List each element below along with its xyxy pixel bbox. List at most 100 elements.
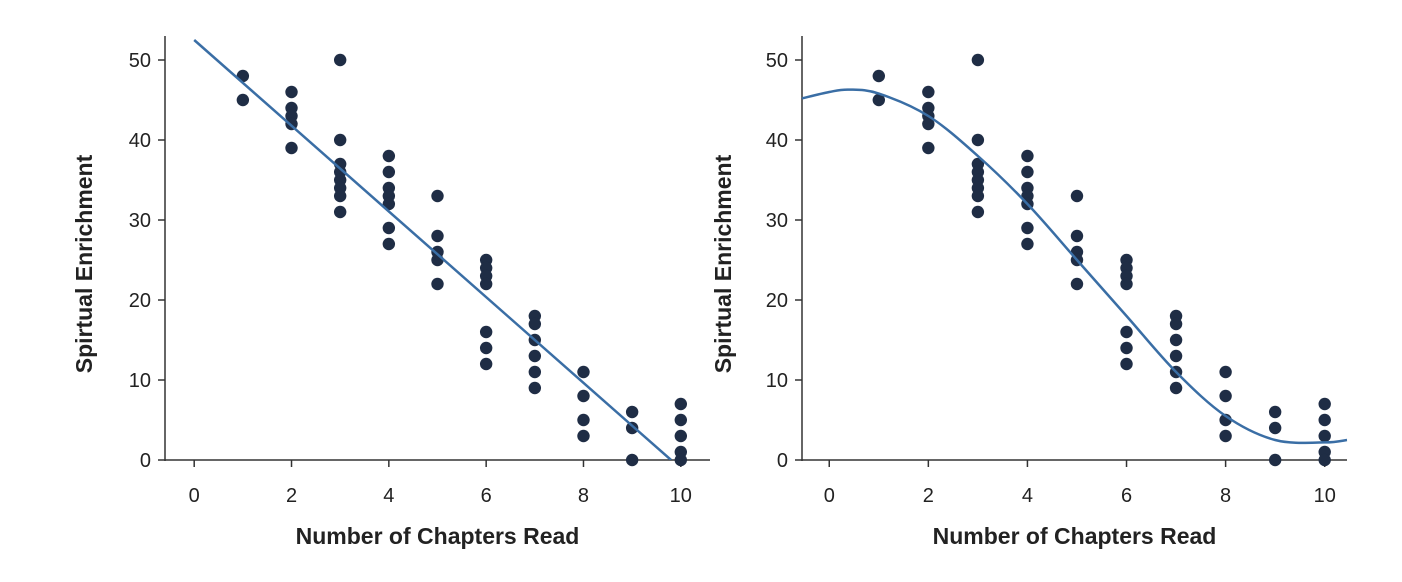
right-data-point bbox=[971, 189, 985, 203]
chart-left-linear-fit: 0 10 20 30 40 50 0 2 4 6 8 10 Number of Chapters Rea… bbox=[71, 36, 710, 549]
right-data-point bbox=[971, 53, 985, 67]
left-data-point bbox=[674, 413, 688, 427]
right-data-point bbox=[1169, 317, 1183, 331]
left-data-point bbox=[285, 141, 298, 155]
right-data-point bbox=[971, 133, 985, 147]
right-y-tick-label: 50 bbox=[766, 50, 788, 72]
left-y-tick-label: 20 bbox=[129, 290, 151, 312]
left-data-point bbox=[528, 349, 542, 363]
right-data-point bbox=[1021, 221, 1034, 235]
right-fit-curve bbox=[801, 88, 1348, 445]
left-data-point bbox=[382, 221, 396, 235]
right-data-point bbox=[1268, 421, 1282, 435]
right-y-tick-label: 20 bbox=[766, 290, 788, 312]
left-x-axis-title: Number of Chapters Read bbox=[296, 523, 580, 549]
right-y-tick-label: 40 bbox=[766, 130, 788, 152]
right-data-point bbox=[1318, 397, 1331, 411]
right-data-point bbox=[1021, 165, 1034, 179]
right-data-point bbox=[1120, 357, 1133, 371]
left-x-tick-label: 0 bbox=[189, 485, 200, 507]
right-data-point bbox=[1070, 229, 1084, 243]
right-data-point bbox=[1268, 405, 1282, 419]
left-data-point bbox=[431, 189, 444, 203]
right-data-point bbox=[971, 205, 985, 219]
left-data-point bbox=[431, 277, 444, 291]
right-data-point bbox=[872, 93, 885, 107]
right-y-tick-label: 30 bbox=[766, 210, 788, 232]
right-x-tick-label: 6 bbox=[1121, 485, 1132, 507]
left-y-tick-label: 50 bbox=[129, 50, 151, 72]
right-y-tick-label: 10 bbox=[766, 370, 788, 392]
right-x-tick-label: 10 bbox=[1314, 485, 1336, 507]
left-data-point bbox=[333, 133, 347, 147]
right-x-tick-label: 0 bbox=[824, 485, 835, 507]
left-data-point bbox=[577, 389, 590, 403]
left-data-point bbox=[479, 277, 493, 291]
right-data-point bbox=[1219, 429, 1232, 443]
right-data-point bbox=[1021, 237, 1034, 251]
left-data-point bbox=[674, 453, 688, 467]
left-y-tick-label: 30 bbox=[129, 210, 151, 232]
left-data-point bbox=[236, 93, 250, 107]
right-x-tick-label: 2 bbox=[923, 485, 934, 507]
right-data-point bbox=[1318, 453, 1331, 467]
left-data-point bbox=[285, 85, 298, 99]
left-data-point bbox=[674, 429, 688, 443]
right-data-point bbox=[1120, 325, 1133, 339]
left-data-point bbox=[528, 365, 542, 379]
right-x-axis-title: Number of Chapters Read bbox=[933, 523, 1217, 549]
left-data-point bbox=[625, 453, 639, 467]
left-x-tick-label: 2 bbox=[286, 485, 297, 507]
left-data-point bbox=[528, 381, 542, 395]
right-data-point bbox=[1021, 149, 1034, 163]
right-data-point bbox=[1169, 381, 1183, 395]
right-data-point bbox=[1268, 453, 1282, 467]
right-data-point bbox=[1070, 277, 1084, 291]
left-y-tick-label: 0 bbox=[140, 450, 151, 472]
right-data-point bbox=[1169, 333, 1183, 347]
left-data-point bbox=[382, 149, 396, 163]
right-data-point bbox=[1070, 189, 1084, 203]
right-y-tick-label: 0 bbox=[777, 450, 788, 472]
left-data-point bbox=[577, 413, 590, 427]
chart-right-curve-fit: 0 10 20 30 40 50 0 2 4 6 8 10 Number of Chapters Rea… bbox=[710, 36, 1348, 549]
left-data-point bbox=[528, 317, 542, 331]
left-data-point bbox=[333, 205, 347, 219]
left-data-point bbox=[431, 229, 444, 243]
left-data-point bbox=[382, 165, 396, 179]
left-y-tick-label: 10 bbox=[129, 370, 151, 392]
right-data-point bbox=[922, 85, 935, 99]
left-data-point bbox=[333, 189, 347, 203]
right-data-point bbox=[1120, 277, 1133, 291]
right-data-point bbox=[922, 117, 935, 131]
left-data-point bbox=[674, 397, 688, 411]
right-data-point bbox=[1120, 341, 1133, 355]
left-data-point bbox=[479, 341, 493, 355]
right-x-tick-label: 4 bbox=[1022, 485, 1033, 507]
right-data-point bbox=[1169, 349, 1183, 363]
right-y-axis-title: Spirtual Enrichment bbox=[710, 154, 736, 373]
left-data-point bbox=[577, 365, 590, 379]
left-x-tick-label: 10 bbox=[670, 485, 692, 507]
left-data-point bbox=[625, 405, 639, 419]
right-data-point bbox=[922, 141, 935, 155]
right-data-point bbox=[1219, 389, 1232, 403]
left-data-point bbox=[577, 429, 590, 443]
left-y-tick-label: 40 bbox=[129, 130, 151, 152]
left-data-point bbox=[479, 325, 493, 339]
right-x-tick-label: 8 bbox=[1220, 485, 1231, 507]
left-y-axis-title: Spirtual Enrichment bbox=[71, 154, 97, 373]
left-data-point bbox=[625, 421, 639, 435]
right-data-point bbox=[1318, 413, 1331, 427]
right-data-point bbox=[1219, 365, 1232, 379]
left-fit-line bbox=[193, 39, 672, 460]
right-data-point bbox=[872, 69, 885, 83]
left-x-tick-label: 6 bbox=[481, 485, 492, 507]
left-data-point bbox=[479, 357, 493, 371]
left-data-point bbox=[382, 237, 396, 251]
left-x-tick-label: 8 bbox=[578, 485, 589, 507]
left-data-point bbox=[333, 53, 347, 67]
right-data-point bbox=[1318, 429, 1331, 443]
left-x-tick-label: 4 bbox=[383, 485, 394, 507]
